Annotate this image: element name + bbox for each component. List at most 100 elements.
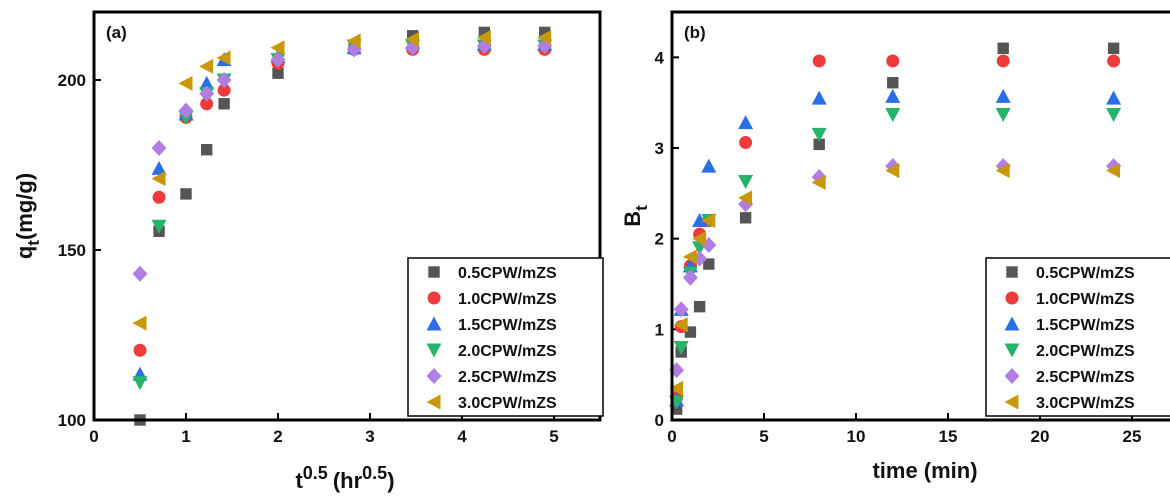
data-point bbox=[270, 40, 285, 56]
y-tick-label: 2 bbox=[655, 230, 664, 249]
legend-marker bbox=[1005, 291, 1019, 305]
x-tick-label: 25 bbox=[1123, 427, 1142, 446]
x-axis-title: time (min) bbox=[872, 458, 977, 483]
data-point bbox=[684, 326, 697, 338]
legend-label: 2.5CPW/mZS bbox=[1036, 369, 1135, 386]
panel-label: (b) bbox=[684, 23, 706, 42]
data-point bbox=[152, 190, 166, 204]
y-axis-title: qt(mg/g) bbox=[12, 173, 43, 259]
data-point bbox=[346, 33, 361, 49]
data-point bbox=[216, 72, 232, 88]
data-point bbox=[692, 213, 708, 228]
data-point bbox=[669, 380, 684, 396]
data-point bbox=[673, 317, 688, 333]
data-point bbox=[199, 85, 215, 102]
legend-label: 2.5CPW/mZS bbox=[458, 369, 557, 386]
legend-label: 1.0CPW/mZS bbox=[1036, 291, 1135, 308]
data-point bbox=[885, 88, 901, 103]
data-point bbox=[178, 75, 193, 91]
x-axis-title-unit: (hr bbox=[333, 468, 363, 493]
data-point bbox=[738, 115, 754, 130]
series-3.0CPW/mZS bbox=[669, 163, 1121, 396]
data-point bbox=[885, 163, 900, 179]
data-point bbox=[996, 54, 1010, 68]
data-point bbox=[132, 315, 147, 331]
legend-marker bbox=[1004, 394, 1019, 410]
legend-label: 3.0CPW/mZS bbox=[458, 395, 557, 412]
data-point bbox=[132, 376, 148, 391]
legend-marker bbox=[426, 368, 442, 384]
legend-label: 2.0CPW/mZS bbox=[458, 343, 557, 360]
plot-frame bbox=[670, 10, 1170, 422]
x-tick-label: 5 bbox=[759, 427, 768, 446]
data-point bbox=[180, 188, 192, 200]
data-point bbox=[887, 77, 899, 89]
legend-label: 0.5CPW/mZS bbox=[1036, 265, 1135, 282]
x-tick-label: 3 bbox=[365, 427, 374, 446]
series-3.0CPW/mZS bbox=[132, 30, 552, 331]
data-point bbox=[1106, 163, 1121, 179]
data-point bbox=[811, 174, 826, 190]
legend-marker bbox=[1006, 266, 1018, 278]
chart-panel-a: 0 1 2 3 4 5 100 150 200 (a) 0.5CPW/mZS 1.0CPW/mZS 1.… bbox=[12, 10, 604, 493]
data-point bbox=[682, 249, 697, 265]
data-point bbox=[995, 163, 1010, 179]
legend-marker bbox=[1004, 316, 1020, 331]
legend: 0.5CPW/mZS 1.0CPW/mZS 1.5CPW/mZS 2.0CPW/mZS… bbox=[407, 257, 604, 417]
data-point bbox=[997, 42, 1009, 54]
legend-marker bbox=[426, 343, 442, 358]
data-point bbox=[673, 301, 689, 318]
panel-label: (a) bbox=[106, 23, 127, 42]
legend-marker bbox=[1004, 368, 1020, 384]
data-point bbox=[811, 127, 827, 142]
y-tick-label: 1 bbox=[655, 320, 664, 339]
data-point bbox=[151, 160, 167, 175]
data-point bbox=[270, 51, 286, 68]
data-point bbox=[739, 136, 753, 150]
plot-frame bbox=[92, 10, 602, 422]
data-point bbox=[132, 265, 148, 282]
legend-label: 2.0CPW/mZS bbox=[1036, 343, 1135, 360]
x-tick-label: 1 bbox=[181, 427, 190, 446]
data-point bbox=[272, 67, 284, 79]
x-tick-label: 2 bbox=[273, 427, 282, 446]
x-tick-label: 5 bbox=[549, 427, 558, 446]
data-point bbox=[1106, 107, 1122, 122]
legend-label: 0.5CPW/mZS bbox=[458, 265, 557, 282]
data-point bbox=[405, 31, 420, 47]
data-point bbox=[703, 258, 715, 270]
x-axis-title-base: t bbox=[295, 468, 303, 493]
y-tick-label: 3 bbox=[655, 139, 664, 158]
data-point bbox=[701, 158, 717, 173]
data-point bbox=[476, 30, 491, 45]
legend: 0.5CPW/mZS 1.0CPW/mZS 1.5CPW/mZS 2.0CPW/mZS… bbox=[985, 257, 1170, 417]
chart-panel-b: 0 5 10 15 20 25 0 1 2 3 4 (b) 0.5CPW/mZS 1.0CPW/mZS 1.… bbox=[620, 10, 1170, 483]
legend-marker bbox=[1004, 343, 1020, 358]
legend-marker bbox=[427, 291, 441, 305]
legend-marker bbox=[428, 266, 440, 278]
y-tick-label: 200 bbox=[58, 71, 86, 90]
data-point bbox=[673, 340, 689, 355]
series-2.5CPW/mZS bbox=[132, 38, 553, 282]
x-axis-title-close: ) bbox=[387, 468, 394, 493]
legend-label: 1.0CPW/mZS bbox=[458, 291, 557, 308]
data-point bbox=[199, 75, 215, 90]
y-axis-title-base: B bbox=[620, 211, 645, 227]
x-axis-title: t0.5 (hr0.5) bbox=[295, 463, 394, 493]
data-point bbox=[216, 50, 231, 66]
y-tick-label: 4 bbox=[655, 48, 665, 67]
y-axis-title-rest: (mg/g) bbox=[12, 173, 37, 240]
legend-label: 1.5CPW/mZS bbox=[1036, 317, 1135, 334]
y-axis-title-sub: t bbox=[632, 205, 651, 211]
data-point bbox=[682, 269, 698, 286]
data-point bbox=[218, 98, 230, 110]
data-point bbox=[478, 26, 491, 39]
data-point bbox=[199, 58, 214, 74]
data-point bbox=[738, 190, 753, 206]
data-point bbox=[178, 102, 194, 119]
data-point bbox=[885, 107, 901, 122]
data-point bbox=[739, 212, 752, 224]
data-point bbox=[812, 54, 826, 68]
y-tick-label: 150 bbox=[58, 241, 86, 260]
data-point bbox=[151, 140, 167, 156]
